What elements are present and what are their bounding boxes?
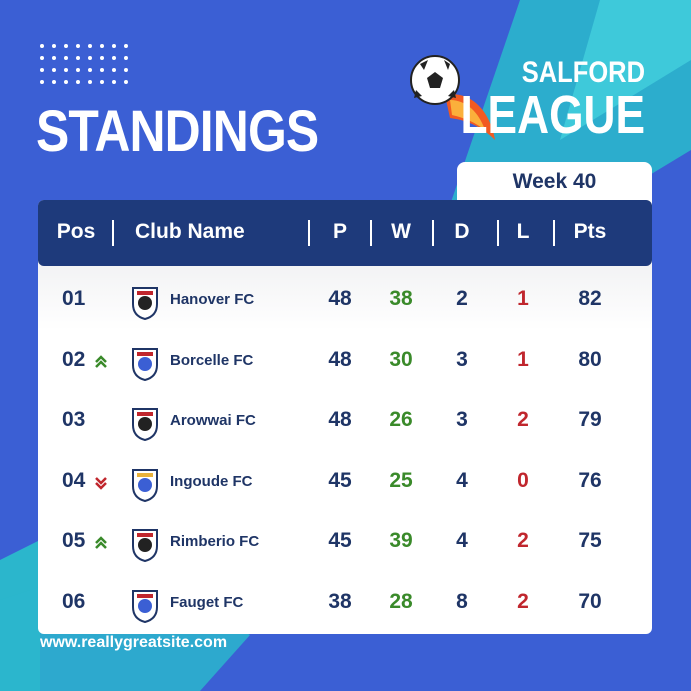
club-name: Hanover FC: [170, 291, 255, 308]
league-name: LEAGUE: [460, 85, 645, 145]
title: STANDINGS: [36, 99, 319, 164]
stat-pts: 76: [578, 468, 602, 492]
stat-p: 48: [328, 347, 352, 371]
stat-d: 2: [456, 287, 468, 310]
club-name: Borcelle FC: [170, 351, 254, 369]
stat-d: 8: [456, 590, 468, 613]
stat-w: 25: [389, 468, 413, 492]
stat-l: 1: [517, 347, 529, 371]
trend-down: [95, 476, 107, 490]
club-logo: [132, 590, 158, 623]
separator: [308, 220, 310, 246]
club-name: Fauget FC: [170, 594, 244, 611]
stat-l: 2: [517, 408, 529, 432]
stat-p: 48: [328, 287, 352, 310]
position: 01: [62, 287, 86, 310]
position: 04: [62, 468, 86, 492]
website: www.reallygreatsite.com: [40, 634, 228, 651]
stat-p: 45: [328, 529, 352, 553]
stat-l: 0: [517, 468, 529, 492]
position: 06: [62, 590, 86, 613]
separator: [497, 220, 499, 246]
stat-w: 38: [389, 287, 413, 310]
position: 02: [62, 347, 86, 371]
ball-icon: [410, 55, 495, 140]
column-header: P: [332, 220, 347, 243]
stat-pts: 70: [578, 590, 602, 613]
stat-w: 39: [389, 529, 413, 553]
column-header: Pos: [56, 220, 96, 243]
stat-w: 28: [389, 590, 413, 613]
separator: [112, 220, 114, 246]
stat-l: 2: [517, 529, 529, 553]
column-header: L: [516, 220, 530, 243]
column-header: W: [391, 220, 411, 243]
separator: [553, 220, 555, 246]
stat-d: 3: [456, 408, 468, 432]
stat-pts: 75: [578, 529, 602, 553]
club-logo: [132, 408, 158, 442]
stat-pts: 82: [578, 287, 602, 310]
column-header: Club Name: [135, 220, 245, 243]
table-header: [38, 200, 652, 266]
stat-p: 48: [328, 408, 352, 432]
column-header: Pts: [573, 220, 607, 243]
stat-p: 38: [328, 590, 352, 613]
stat-l: 2: [517, 590, 529, 613]
week-tab: Week 40: [457, 162, 652, 206]
stat-d: 4: [456, 468, 468, 492]
stat-w: 26: [389, 408, 413, 432]
stat-d: 3: [456, 347, 468, 371]
separator: [370, 220, 372, 246]
week-label: Week 40: [512, 170, 597, 193]
trend-up: [95, 536, 107, 550]
club-logo: [132, 287, 158, 320]
stat-w: 30: [389, 347, 413, 371]
trend-up: [95, 354, 107, 368]
league-name: SALFORD: [521, 56, 645, 89]
club-name: Arowwai FC: [170, 412, 256, 430]
club-logo: [132, 347, 158, 381]
stat-d: 4: [456, 529, 468, 553]
separator: [432, 220, 434, 246]
stat-p: 45: [328, 468, 352, 492]
stat-pts: 80: [578, 347, 602, 371]
position: 03: [62, 408, 86, 432]
column-header: D: [454, 220, 470, 243]
club-name: Ingoude FC: [170, 472, 253, 490]
club-logo: [132, 468, 158, 502]
club-name: Rimberio FC: [170, 533, 260, 551]
club-logo: [132, 529, 158, 563]
stat-l: 1: [517, 287, 529, 310]
stat-pts: 79: [578, 408, 602, 432]
position: 05: [62, 529, 86, 553]
